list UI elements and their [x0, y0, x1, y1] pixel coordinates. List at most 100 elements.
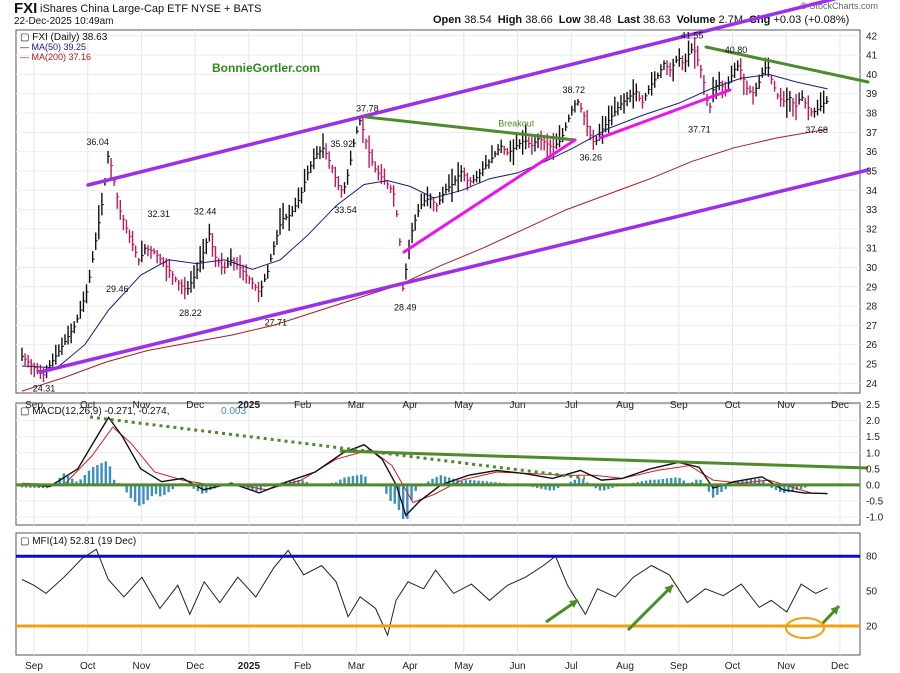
x-tick-label-price: Sep [25, 400, 43, 411]
macd-hist-bar [724, 484, 727, 490]
price-annotation: 28.49 [394, 303, 417, 313]
macd-hist-bar [427, 481, 430, 485]
price-annotation: 41.55 [681, 30, 704, 40]
macd-hist-bar [112, 479, 116, 485]
x-tick-label: Feb [294, 661, 312, 672]
macd-dotted-trendline [89, 415, 586, 480]
price-y-tick: 31 [866, 244, 878, 255]
mfi-arrow-3-head [830, 606, 839, 615]
macd-hist-bar [196, 484, 200, 492]
panel-frame-mfi [15, 532, 861, 656]
macd-hist-bar [293, 480, 296, 485]
price-y-tick: 27 [866, 321, 878, 332]
macd-hist-bar [762, 480, 765, 485]
macd-hist-bar [799, 484, 803, 489]
macd-hist-bar [62, 473, 66, 485]
macd-y-tick: 0.0 [866, 480, 880, 491]
chart-date: 22-Dec-2025 10:49am [14, 16, 114, 27]
price-bars [21, 37, 829, 382]
macd-hist-bar [468, 479, 472, 485]
legend-ma200: — MA(200) 37.16 [20, 52, 91, 62]
macd-hist-bar [401, 484, 405, 520]
macd-hist-bar [58, 477, 61, 485]
quote-label-open: Open [433, 14, 465, 26]
x-tick-label: Nov [133, 661, 151, 672]
price-y-tick: 41 [866, 51, 878, 62]
price-annotation: 33.54 [334, 205, 357, 215]
macd-hist-bar [133, 484, 137, 502]
x-tick-label-price: Apr [402, 400, 418, 411]
macd-hist-bar [464, 480, 468, 485]
quote-label-last: Last [617, 14, 644, 26]
macd-hist-bar [653, 479, 656, 485]
price-annotation: 37.71 [688, 125, 711, 135]
chart-header: FXI iShares China Large-Cap ETF NYSE + B… [0, 0, 900, 30]
macd-y-tick: 0.5 [866, 464, 880, 475]
macd-hist-bar [795, 484, 799, 491]
macd-hist-bar [360, 474, 363, 485]
macd-hist-bar [100, 463, 103, 485]
price-annotation: 38.72 [562, 85, 585, 95]
macd-hist-bar [92, 467, 95, 485]
macd-hist-bar [150, 484, 154, 497]
macd-hist-bar [410, 484, 413, 501]
macd-y-tick: 1.5 [866, 432, 880, 443]
stockcharts-watermark: © StockCharts.com [800, 1, 878, 11]
macd-hist-bar [695, 479, 698, 485]
price-y-tick: 38 [866, 109, 878, 120]
quote-value-open: 38.54 [464, 14, 492, 26]
macd-hist-bar [431, 478, 434, 485]
quote-label-high: High [497, 14, 526, 26]
price-y-tick: 26 [866, 340, 878, 351]
macd-hist-bar [351, 475, 355, 485]
macd-hist-bar [489, 481, 493, 485]
macd-hist-bar [284, 481, 288, 485]
macd-hist-bar [716, 484, 719, 495]
price-annotation: 37.68 [805, 125, 828, 135]
macd-hist-bar [414, 484, 417, 491]
price-annotation: 29.46 [106, 284, 129, 294]
x-tick-label: Oct [725, 661, 741, 672]
price-legend-title: ▢ FXI (Daily) 38.63 [20, 32, 108, 43]
x-tick-label: Oct [80, 661, 96, 672]
price-y-tick: 34 [866, 186, 878, 197]
x-tick-label: 2025 [238, 661, 261, 672]
macd-hist-bar [339, 479, 342, 485]
price-annotation: 36.04 [86, 137, 109, 147]
x-tick-label: May [454, 661, 473, 672]
macd-hist-bar [556, 484, 560, 489]
mfi-line [21, 548, 828, 637]
macd-hist-bar [670, 477, 673, 485]
x-tick-label: Jun [510, 661, 526, 672]
macd-hist-bar [535, 484, 539, 488]
macd-hist-bar [259, 484, 262, 491]
quote-label-volume: Volume [676, 14, 719, 26]
ma50-line [21, 73, 828, 369]
macd-hist-bar [71, 478, 74, 485]
macd-hist-bar [393, 484, 396, 504]
price-annotation: 24.31 [33, 383, 56, 393]
macd-hist-bar [594, 484, 598, 489]
price-y-tick: 37 [866, 128, 878, 139]
macd-hist-bar [661, 479, 665, 485]
macd-hist-bar [108, 466, 112, 485]
x-tick-label-price: Jul [565, 400, 578, 411]
x-tick-label: Aug [616, 661, 634, 672]
x-tick-label-price: Nov [777, 400, 795, 411]
macd-hist-bar [552, 484, 556, 491]
security-name: iShares China Large-Cap ETF NYSE + BATS [40, 3, 262, 15]
x-tick-label-price: Dec [186, 400, 204, 411]
macd-hist-bar [770, 484, 773, 488]
x-tick-label-price: Nov [133, 400, 151, 411]
macd-hist-bar [657, 479, 660, 485]
x-tick-label-price: 2025 [238, 400, 261, 411]
macd-y-tick: 2.5 [866, 400, 880, 411]
macd-hist-bar [649, 479, 652, 485]
macd-hist-bar [598, 484, 602, 491]
macd-line [21, 416, 828, 517]
price-annotation: 35.92 [331, 139, 354, 149]
price-y-tick: 24 [866, 379, 878, 390]
x-tick-label-price: May [454, 400, 473, 411]
macd-hist-bar [154, 484, 158, 495]
